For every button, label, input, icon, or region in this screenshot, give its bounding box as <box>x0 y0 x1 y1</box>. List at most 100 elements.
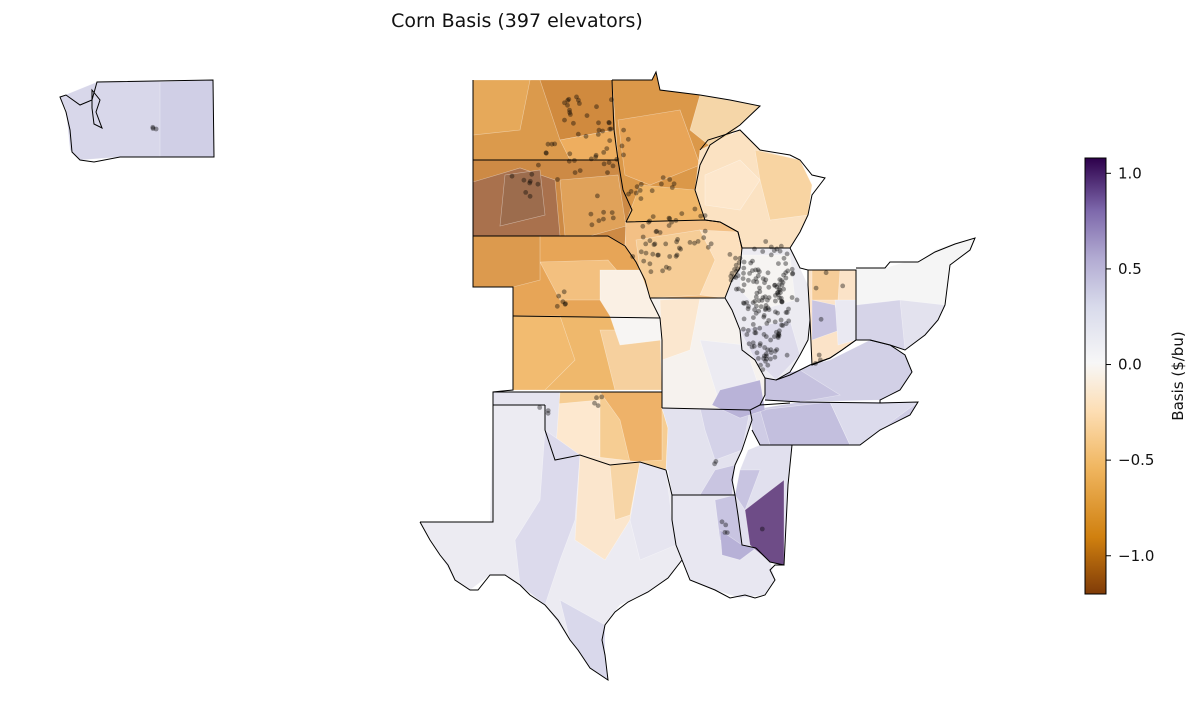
elevator-point <box>772 319 778 325</box>
elevator-point <box>763 277 769 283</box>
elevator-point <box>723 522 729 528</box>
elevator-point <box>762 280 767 286</box>
elevator-point <box>740 288 745 294</box>
elevator-point <box>754 303 759 309</box>
elevator-point <box>761 314 767 320</box>
elevator-point <box>601 150 607 155</box>
elevator-point <box>752 330 758 336</box>
elevator-point <box>566 96 572 102</box>
elevator-point <box>783 261 789 266</box>
elevator-point <box>741 326 746 332</box>
elevator-point <box>783 321 789 327</box>
elevator-point <box>765 305 771 311</box>
elevator-point <box>779 299 785 304</box>
elevator-point <box>667 216 673 222</box>
elevator-point <box>609 97 614 103</box>
elevator-point <box>554 303 560 309</box>
elevator-point <box>818 357 823 363</box>
elevator-point <box>648 269 654 275</box>
elevator-point <box>640 234 646 240</box>
elevator-point <box>784 310 790 315</box>
elevator-point <box>536 162 541 168</box>
elevator-point <box>593 152 599 158</box>
elevator-point <box>727 252 733 257</box>
elevator-point <box>772 334 777 339</box>
elevator-point <box>779 278 784 283</box>
elevator-point <box>750 322 756 327</box>
elevator-point <box>753 267 758 273</box>
elevator-point <box>562 117 567 123</box>
elevator-point <box>745 306 751 312</box>
elevator-point <box>543 150 549 156</box>
elevator-point <box>840 283 846 289</box>
elevator-point <box>606 120 612 126</box>
elevator-point <box>634 184 640 190</box>
elevator-point <box>712 461 717 467</box>
elevator-point <box>614 156 620 162</box>
kentucky-tennessee-border <box>764 399 881 404</box>
elevator-point <box>755 267 761 273</box>
south-dakota-nebraska-border <box>473 235 626 247</box>
elevator-point <box>776 332 781 337</box>
elevator-point <box>653 229 659 235</box>
elevator-point <box>761 332 767 337</box>
elevator-point <box>705 244 711 250</box>
elevator-point <box>746 341 752 347</box>
elevator-point <box>650 251 656 257</box>
elevator-point <box>766 295 772 300</box>
elevator-point <box>776 333 782 338</box>
elevator-point <box>813 361 818 366</box>
elevator-point <box>545 410 551 416</box>
elevator-point <box>667 177 673 182</box>
elevator-point <box>567 107 572 113</box>
elevator-point <box>654 228 660 234</box>
elevator-point <box>673 218 679 223</box>
elevator-point <box>750 258 755 264</box>
elevator-point <box>675 237 680 242</box>
elevator-point <box>594 395 599 401</box>
elevator-point <box>751 279 756 284</box>
elevator-point <box>651 242 657 248</box>
elevator-point <box>596 120 601 126</box>
elevator-point <box>764 356 769 362</box>
elevator-point <box>523 190 529 195</box>
illinois-outline <box>764 247 811 381</box>
elevator-point <box>741 282 747 288</box>
elevator-point <box>552 141 558 147</box>
ohio-outline <box>856 237 976 351</box>
map-title: Corn Basis (397 elevators) <box>391 10 643 32</box>
oklahoma-texas-border <box>493 404 667 471</box>
elevator-point <box>153 126 159 132</box>
elevator-point <box>628 189 634 194</box>
elevator-point <box>768 244 774 250</box>
elevator-point <box>596 218 602 224</box>
washington-outline <box>59 79 215 163</box>
elevator-point <box>752 326 758 332</box>
elevator-point <box>789 266 795 272</box>
elevator-point <box>775 289 781 295</box>
elevator-point <box>677 245 682 251</box>
elevator-point <box>816 352 822 358</box>
colorbar-tick-label: 0.5 <box>1118 260 1142 278</box>
elevator-point <box>756 356 761 361</box>
elevator-point <box>741 301 747 306</box>
elevator-point <box>790 271 796 276</box>
elevator-point <box>813 285 819 291</box>
elevator-point <box>734 286 739 292</box>
elevator-point <box>765 362 771 368</box>
elevator-point <box>640 223 646 229</box>
elevator-point <box>779 322 784 328</box>
elevator-point <box>783 270 789 276</box>
elevator-point <box>776 261 781 266</box>
elevator-point <box>562 301 568 307</box>
elevator-point <box>567 110 573 115</box>
elevator-point <box>773 293 778 298</box>
elevator-point <box>736 260 742 265</box>
elevator-point <box>583 133 589 139</box>
elevator-point <box>626 191 631 197</box>
elevator-point <box>762 345 767 350</box>
colorbar: 1.0 0.5 0.0 −0.5 −1.0 Basis ($/bu) <box>1084 157 1187 595</box>
elevator-point <box>752 246 757 252</box>
elevator-point <box>765 297 770 303</box>
